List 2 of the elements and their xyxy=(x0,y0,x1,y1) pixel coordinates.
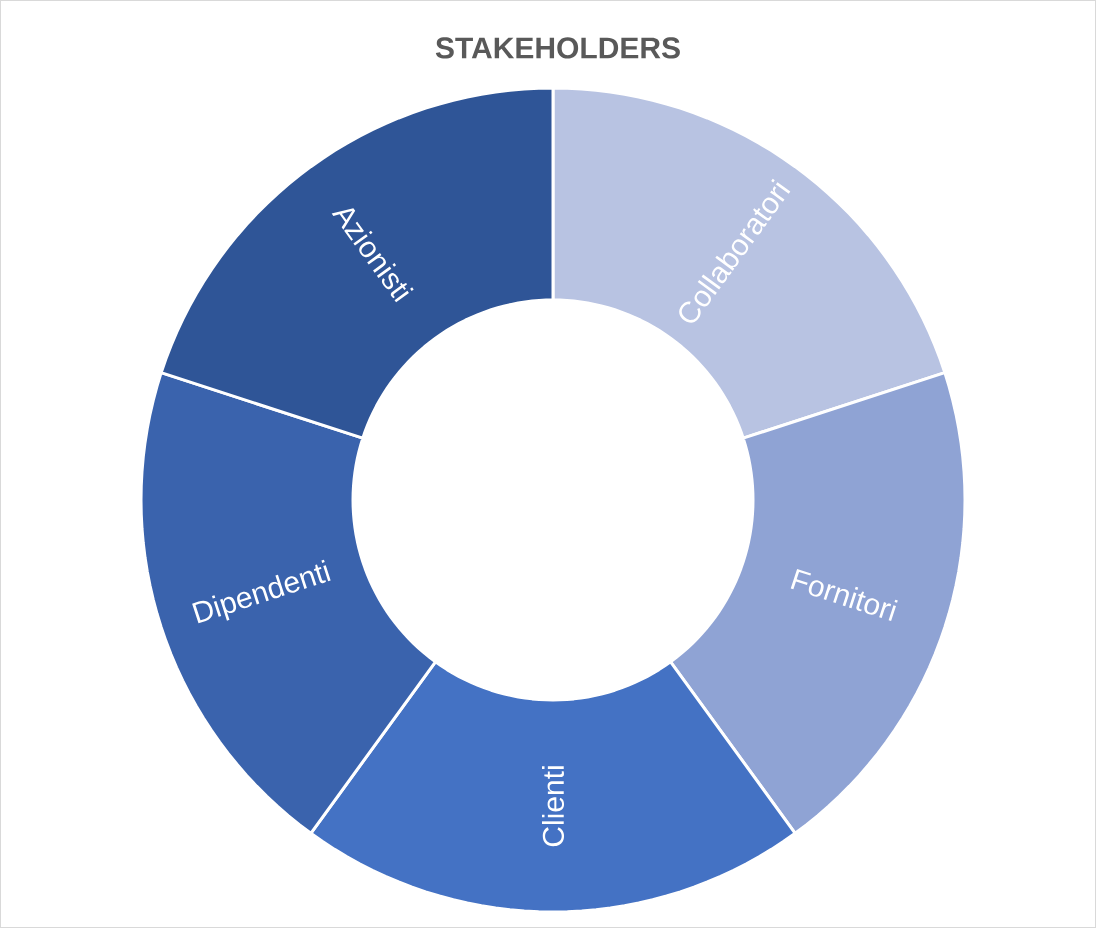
chart-title: STAKEHOLDERS xyxy=(435,37,680,59)
slice-label: Clienti xyxy=(541,766,565,847)
